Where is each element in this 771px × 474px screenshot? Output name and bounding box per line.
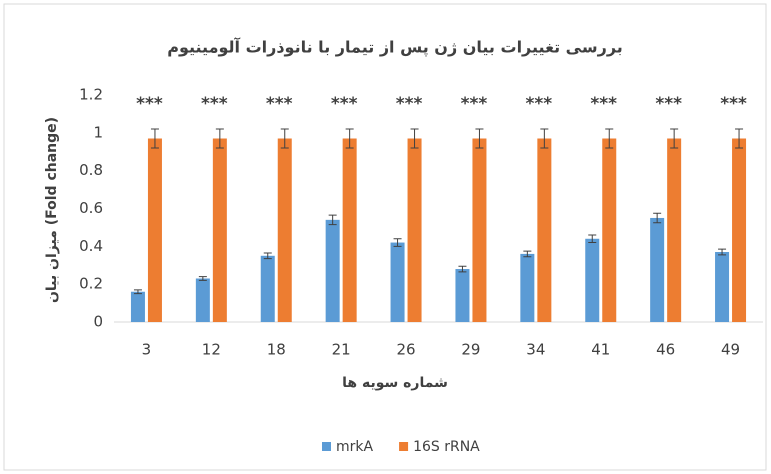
bar — [325, 219, 340, 322]
legend-swatch — [399, 442, 409, 451]
x-tick-label: 3 — [142, 341, 152, 359]
x-tick-label: 12 — [202, 341, 221, 359]
error-bar — [263, 252, 272, 260]
annotation: *** — [590, 94, 617, 114]
bar — [212, 138, 227, 322]
bar — [277, 138, 292, 322]
y-tick-label: 0 — [93, 313, 103, 331]
bar — [390, 242, 405, 322]
bar — [520, 253, 535, 322]
annotation: *** — [526, 94, 553, 114]
y-tick-label: 0.4 — [79, 237, 103, 255]
bar — [537, 138, 552, 322]
x-axis-label: شماره سویه ها — [342, 375, 448, 391]
bar — [407, 138, 422, 322]
error-bar — [133, 289, 142, 295]
x-tick-label: 29 — [461, 341, 480, 359]
bar — [147, 138, 162, 322]
error-bar — [540, 128, 549, 149]
bar — [650, 217, 665, 322]
error-bar — [458, 265, 467, 273]
x-tick-label: 49 — [721, 341, 740, 359]
y-tick-label: 1 — [93, 123, 103, 141]
bar — [585, 238, 600, 322]
bar — [667, 138, 682, 322]
annotation: *** — [331, 94, 358, 114]
x-tick-label: 34 — [526, 341, 545, 359]
y-tick-label: 0.8 — [79, 161, 103, 179]
legend-label: mrkA — [336, 439, 374, 455]
x-tick-label: 18 — [267, 341, 286, 359]
annotation: *** — [720, 94, 747, 114]
error-bar — [198, 276, 207, 281]
bar — [715, 252, 730, 322]
error-bar — [735, 128, 744, 149]
error-bar — [280, 128, 289, 149]
bar — [732, 138, 747, 322]
chart-title: بررسی تغییرات بیان ژن پس از تیمار با نان… — [167, 37, 623, 58]
annotation: *** — [461, 94, 488, 114]
bar — [602, 138, 617, 322]
x-tick-label: 46 — [656, 341, 675, 359]
error-bar — [345, 128, 354, 149]
legend-swatch — [322, 442, 331, 451]
error-bar — [328, 214, 337, 226]
x-tick-label: 26 — [397, 341, 416, 359]
error-bar — [605, 128, 614, 149]
chart-border — [3, 3, 767, 471]
error-bar — [718, 248, 727, 256]
x-tick-label: 21 — [332, 341, 351, 359]
error-bar — [475, 128, 484, 149]
error-bar — [523, 250, 532, 258]
error-bar — [410, 128, 419, 149]
x-tick-label: 41 — [591, 341, 610, 359]
bar — [455, 269, 470, 322]
error-bar — [215, 128, 224, 149]
legend-label: 16S rRNA — [413, 439, 480, 455]
bar — [342, 138, 357, 322]
bar — [195, 278, 210, 322]
bar — [472, 138, 487, 322]
annotation: *** — [201, 94, 228, 114]
annotation: *** — [396, 94, 423, 114]
error-bar — [588, 234, 597, 244]
y-tick-label: 1.2 — [79, 86, 103, 104]
annotation: *** — [266, 94, 293, 114]
error-bar — [393, 238, 402, 247]
error-bar — [653, 212, 662, 224]
bar — [260, 255, 275, 322]
bar — [130, 291, 145, 322]
y-tick-label: 0.6 — [79, 199, 103, 217]
error-bar — [670, 128, 679, 149]
y-axis-label: میزان بیان (Fold change) — [44, 117, 60, 303]
y-tick-label: 0.2 — [79, 275, 103, 293]
annotation: *** — [655, 94, 682, 114]
annotation: *** — [136, 94, 163, 114]
error-bar — [150, 128, 159, 149]
